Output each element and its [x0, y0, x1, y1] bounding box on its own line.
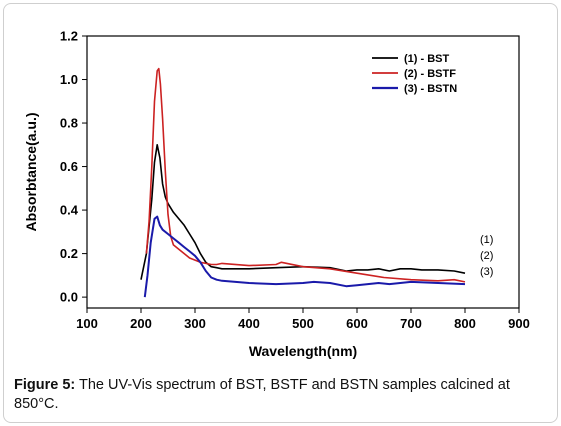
x-tick-label: 500 [292, 316, 314, 331]
legend: (1) - BST (2) - BSTF (3) - BSTN [372, 53, 457, 95]
x-tick-label: 100 [76, 316, 98, 331]
caption-text: The UV-Vis spectrum of BST, BSTF and BST… [14, 377, 510, 412]
y-tick-label: 0.6 [60, 159, 78, 174]
y-tick-label: 0.8 [60, 116, 78, 131]
caption-label: Figure 5: [14, 377, 76, 393]
y-tick-label: 0.0 [60, 290, 78, 305]
legend-label-2: (2) - BSTF [404, 68, 456, 80]
y-tick-label: 0.2 [60, 246, 78, 261]
y-tick-label: 1.0 [60, 72, 78, 87]
x-tick-label: 700 [400, 316, 422, 331]
uv-vis-chart: 100 200 300 400 500 600 700 800 900 0.0 0.2 0.4 0.6 0… [23, 29, 530, 360]
series-line-2 [145, 67, 466, 283]
x-tick-label: 900 [508, 316, 530, 331]
x-axis-label: Wavelength(nm) [249, 343, 357, 359]
series-line-3 [143, 215, 466, 298]
y-axis-label: Absorbtance(a.u.) [23, 112, 39, 231]
legend-label-1: (1) - BST [404, 53, 450, 65]
series-end-label-1: (1) [480, 234, 493, 246]
series-line-1 [140, 144, 466, 280]
figure-frame [3, 3, 558, 423]
x-tick-label: 400 [238, 316, 260, 331]
legend-label-3: (3) - BSTN [404, 83, 457, 95]
y-tick-label: 1.2 [60, 29, 78, 44]
x-tick-label: 600 [346, 316, 368, 331]
series-end-label-3: (3) [480, 266, 493, 278]
x-tick-label: 200 [130, 316, 152, 331]
x-tick-label: 300 [184, 316, 206, 331]
figure-caption: Figure 5: The UV-Vis spectrum of BST, BS… [14, 376, 544, 414]
x-tick-label: 800 [454, 316, 476, 331]
series-end-label-2: (2) [480, 250, 493, 262]
y-tick-label: 0.4 [60, 203, 79, 218]
